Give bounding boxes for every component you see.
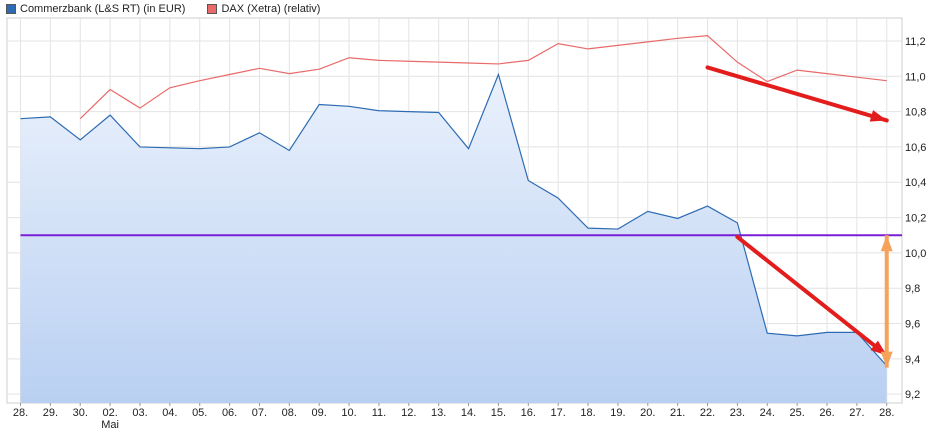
x-tick-label: 11. bbox=[372, 407, 386, 419]
annotation-arrow-1 bbox=[735, 234, 889, 358]
annotation-arrowhead-start-2 bbox=[880, 235, 893, 252]
x-tick-label: 20. bbox=[640, 407, 655, 419]
x-tick-label: 17. bbox=[551, 407, 566, 419]
annotation-arrowhead-1 bbox=[870, 340, 887, 356]
x-tick-label: 07. bbox=[252, 407, 267, 419]
legend-label-commerzbank: Commerzbank (L&S RT) (in EUR) bbox=[20, 3, 186, 15]
y-tick-label: 11,2 bbox=[905, 36, 926, 48]
y-tick-label: 9,6 bbox=[905, 319, 920, 331]
x-tick-label: 05. bbox=[192, 407, 207, 419]
y-tick-label: 9,4 bbox=[905, 354, 920, 366]
x-tick-label: 26. bbox=[819, 407, 834, 419]
annotation-arrowhead-end-2 bbox=[880, 351, 893, 368]
legend-swatch-commerzbank bbox=[6, 4, 16, 14]
x-tick-label: 23. bbox=[730, 407, 745, 419]
y-tick-label: 9,8 bbox=[905, 283, 920, 295]
x-tick-label: 28. bbox=[879, 407, 894, 419]
x-tick-label: 09. bbox=[312, 407, 327, 419]
x-tick-label: 06. bbox=[222, 407, 237, 419]
x-tick-label: 12. bbox=[401, 407, 416, 419]
y-tick-label: 10,4 bbox=[905, 177, 926, 189]
x-tick-label: 24. bbox=[760, 407, 775, 419]
series-area-commerzbank bbox=[20, 74, 887, 403]
x-tick-label: 19. bbox=[610, 407, 625, 419]
y-tick-label: 11,0 bbox=[905, 71, 926, 83]
y-tick-label: 10,6 bbox=[905, 142, 926, 154]
legend-item-commerzbank[interactable]: Commerzbank (L&S RT) (in EUR) bbox=[6, 3, 185, 15]
x-tick-label: 30. bbox=[73, 407, 88, 419]
x-tick-label: 10. bbox=[341, 407, 356, 419]
y-tick-label: 9,2 bbox=[905, 389, 920, 401]
x-tick-label: 04. bbox=[162, 407, 177, 419]
annotation-arrow-0 bbox=[705, 65, 889, 123]
legend-swatch-dax bbox=[207, 4, 218, 14]
x-month-label: Mai bbox=[101, 419, 119, 431]
x-tick-label: 16. bbox=[521, 407, 536, 419]
x-tick-label: 18. bbox=[580, 407, 595, 419]
y-tick-label: 10,0 bbox=[905, 248, 926, 260]
x-tick-label: 13. bbox=[431, 407, 446, 419]
x-tick-label: 25. bbox=[789, 407, 804, 419]
x-tick-label: 03. bbox=[132, 407, 147, 419]
series-line-dax bbox=[79, 35, 887, 120]
legend: Commerzbank (L&S RT) (in EUR) DAX (Xetra… bbox=[6, 2, 342, 16]
legend-item-dax[interactable]: DAX (Xetra) (relativ) bbox=[207, 3, 320, 15]
y-tick-label: 10,2 bbox=[905, 213, 926, 225]
x-tick-label: 02. bbox=[102, 407, 117, 419]
x-tick-label: 21. bbox=[670, 407, 685, 419]
x-tick-label: 08. bbox=[282, 407, 297, 419]
annotation-arrowhead-0 bbox=[869, 110, 887, 122]
x-tick-label: 29. bbox=[43, 407, 58, 419]
x-tick-label: 27. bbox=[849, 407, 864, 419]
x-tick-label: 14. bbox=[461, 407, 476, 419]
x-tick-label: 22. bbox=[700, 407, 715, 419]
x-tick-label: 15. bbox=[491, 407, 506, 419]
legend-label-dax: DAX (Xetra) (relativ) bbox=[221, 3, 321, 15]
y-tick-label: 10,8 bbox=[905, 107, 926, 119]
x-tick-label: 28. bbox=[13, 407, 28, 419]
